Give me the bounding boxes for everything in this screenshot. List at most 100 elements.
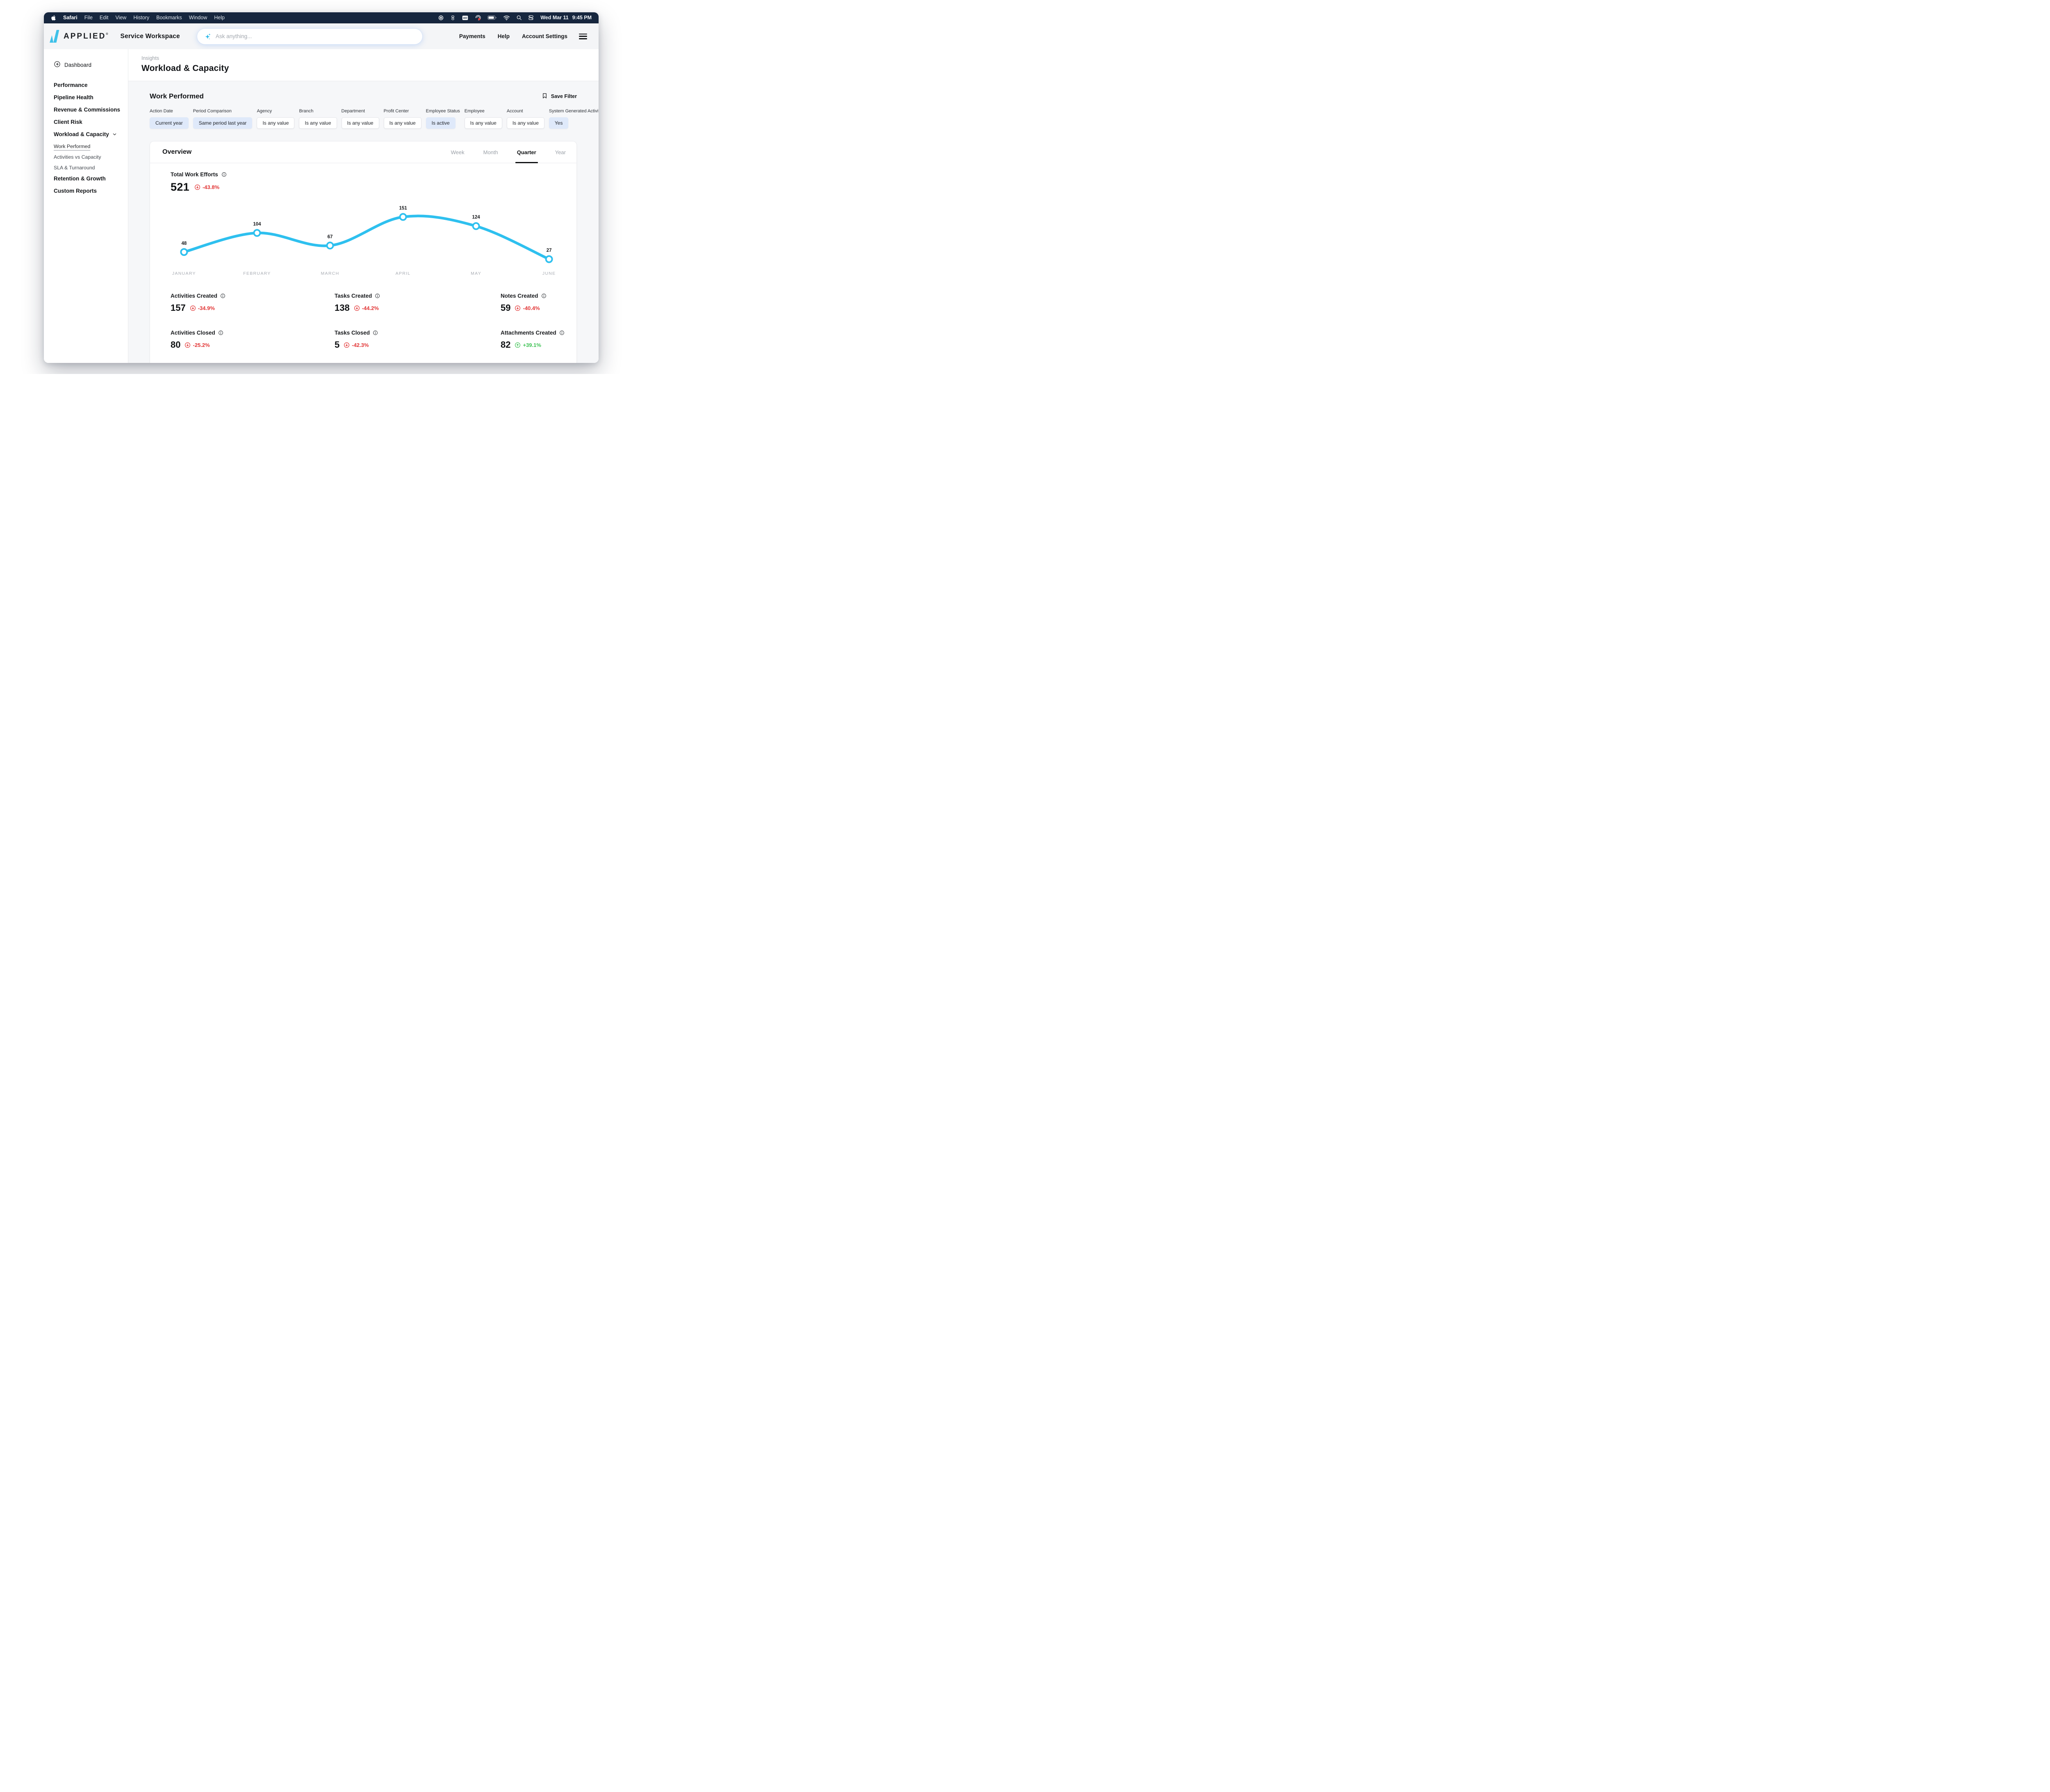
sidebar-item-workload-capacity[interactable]: Workload & Capacity	[54, 131, 122, 137]
stat-label: Tasks Closed	[335, 330, 370, 336]
chart-point[interactable]	[180, 248, 188, 256]
menu-safari[interactable]: Safari	[63, 15, 77, 21]
chatgpt-icon[interactable]	[438, 15, 444, 21]
sidebar-item-work-performed[interactable]: Work Performed	[54, 144, 122, 149]
filter-value-account[interactable]: Is any value	[506, 117, 544, 129]
info-icon[interactable]	[559, 330, 565, 335]
info-icon[interactable]	[541, 293, 547, 299]
ask-anything-search[interactable]	[197, 28, 422, 44]
save-filter-button[interactable]: Save Filter	[542, 93, 577, 100]
filter-value-agency[interactable]: Is any value	[257, 117, 295, 129]
filter-value-employee-status[interactable]: Is active	[426, 117, 456, 129]
filter-system-generated-activities: System Generated Activities Yes	[549, 109, 599, 129]
menu-date: Wed Mar 11	[540, 15, 569, 21]
back-circle-icon	[54, 61, 61, 69]
applied-logo-icon[interactable]	[50, 30, 60, 43]
tab-week[interactable]: Week	[451, 149, 465, 155]
stat-delta: -44.2%	[354, 305, 379, 311]
filter-label: Account	[506, 109, 523, 114]
filter-agency: Agency Is any value	[257, 109, 295, 129]
filter-value-employee[interactable]: Is any value	[464, 117, 502, 129]
total-work-efforts-metric: Total Work Efforts 521 -43.8%	[171, 171, 576, 194]
breadcrumb: Insights	[141, 55, 159, 61]
sidebar-item-performance[interactable]: Performance	[54, 82, 122, 88]
filter-value-action-date[interactable]: Current year	[150, 117, 189, 129]
sparkle-icon	[204, 32, 212, 41]
stat-label: Activities Created	[171, 293, 218, 299]
tab-year[interactable]: Year	[555, 149, 566, 155]
registered-mark: ®	[106, 32, 108, 36]
sidebar-item-revenue-commissions[interactable]: Revenue & Commissions	[54, 107, 122, 113]
stats-grid: Activities Created 157 -34.9% Tasks Created…	[150, 293, 576, 350]
menu-file[interactable]: File	[84, 15, 93, 21]
info-icon[interactable]	[373, 330, 378, 335]
spotlight-search-icon[interactable]	[516, 15, 522, 21]
nav-account-settings[interactable]: Account Settings	[522, 33, 567, 39]
point-value-label: 104	[253, 222, 261, 227]
content-area: Work Performed Save Filter Action Date Cu…	[128, 81, 599, 363]
info-icon[interactable]	[375, 293, 380, 299]
menu-help[interactable]: Help	[214, 15, 225, 21]
stat-value: 80	[171, 340, 181, 350]
hamburger-menu-icon[interactable]	[579, 33, 587, 39]
sidebar-item-label: Work Performed	[54, 144, 91, 149]
sidebar-items: Performance Pipeline Health Revenue & Comm…	[54, 82, 122, 194]
filter-value-profit-center[interactable]: Is any value	[383, 117, 421, 129]
menu-window[interactable]: Window	[189, 15, 207, 21]
sidebar-item-client-risk[interactable]: Client Risk	[54, 119, 122, 125]
filter-value-period-comparison[interactable]: Same period last year	[193, 117, 253, 129]
chart-point[interactable]	[399, 213, 407, 221]
filter-period-comparison: Period Comparison Same period last year	[193, 109, 253, 129]
brand-name: APPLIED®	[64, 32, 108, 41]
info-icon[interactable]	[220, 293, 226, 299]
filter-value-branch[interactable]: Is any value	[299, 117, 337, 129]
figma-icon[interactable]	[450, 15, 456, 21]
filter-label: Branch	[299, 109, 314, 114]
sidebar-item-activities-vs-capacity[interactable]: Activities vs Capacity	[54, 154, 122, 160]
menu-view[interactable]: View	[115, 15, 127, 21]
menu-edit[interactable]: Edit	[99, 15, 109, 21]
nav-payments[interactable]: Payments	[459, 33, 485, 39]
info-icon[interactable]	[221, 172, 227, 177]
stat-value: 59	[501, 303, 511, 313]
menu-history[interactable]: History	[133, 15, 150, 21]
back-to-dashboard[interactable]: Dashboard	[54, 61, 122, 69]
chart-point[interactable]	[545, 255, 553, 263]
nav-help[interactable]: Help	[497, 33, 510, 39]
filter-label: Employee	[464, 109, 485, 114]
info-icon[interactable]	[218, 330, 223, 335]
wifi-icon[interactable]	[503, 15, 510, 21]
filter-account: Account Is any value	[506, 109, 544, 129]
filter-employee-status: Employee Status Is active	[426, 109, 460, 129]
sidebar-item-pipeline-health[interactable]: Pipeline Health	[54, 94, 122, 100]
stat-value: 138	[335, 303, 350, 313]
chart-point[interactable]	[326, 242, 334, 250]
app-header: APPLIED® Service Workspace Payments Help A…	[44, 23, 599, 49]
stat-delta: -40.4%	[515, 305, 540, 311]
tab-month[interactable]: Month	[483, 149, 498, 155]
stat-value: 5	[335, 340, 340, 350]
tab-quarter[interactable]: Quarter	[515, 142, 538, 163]
save-filter-label: Save Filter	[551, 93, 577, 99]
sidebar-item-retention-growth[interactable]: Retention & Growth	[54, 176, 122, 182]
chart-canvas	[180, 213, 553, 263]
menu-bookmarks[interactable]: Bookmarks	[156, 15, 182, 21]
line-chart: 48 104 67 151 124 27 JANUARY FEBRUARY MARCH APRIL…	[150, 195, 576, 282]
chevron-down-icon	[112, 132, 117, 137]
filter-value-system-generated-activities[interactable]: Yes	[549, 117, 569, 129]
chart-point[interactable]	[472, 222, 480, 230]
bookmark-icon	[542, 93, 548, 100]
search-input[interactable]	[215, 33, 416, 39]
apple-icon[interactable]	[51, 15, 56, 21]
chart-point[interactable]	[253, 229, 261, 237]
filter-value-department[interactable]: Is any value	[341, 117, 379, 129]
swirl-badge-icon[interactable]	[475, 14, 481, 21]
control-center-icon[interactable]	[528, 15, 534, 21]
x-axis-label: MAY	[471, 271, 482, 276]
sidebar-item-sla-turnaround[interactable]: SLA & Turnaround	[54, 165, 122, 171]
stat-delta: -34.9%	[190, 305, 215, 311]
stat-label: Attachments Created	[501, 330, 556, 336]
sidebar-item-custom-reports[interactable]: Custom Reports	[54, 188, 122, 194]
wd-icon[interactable]: WD	[462, 14, 469, 21]
battery-icon[interactable]	[487, 15, 497, 20]
